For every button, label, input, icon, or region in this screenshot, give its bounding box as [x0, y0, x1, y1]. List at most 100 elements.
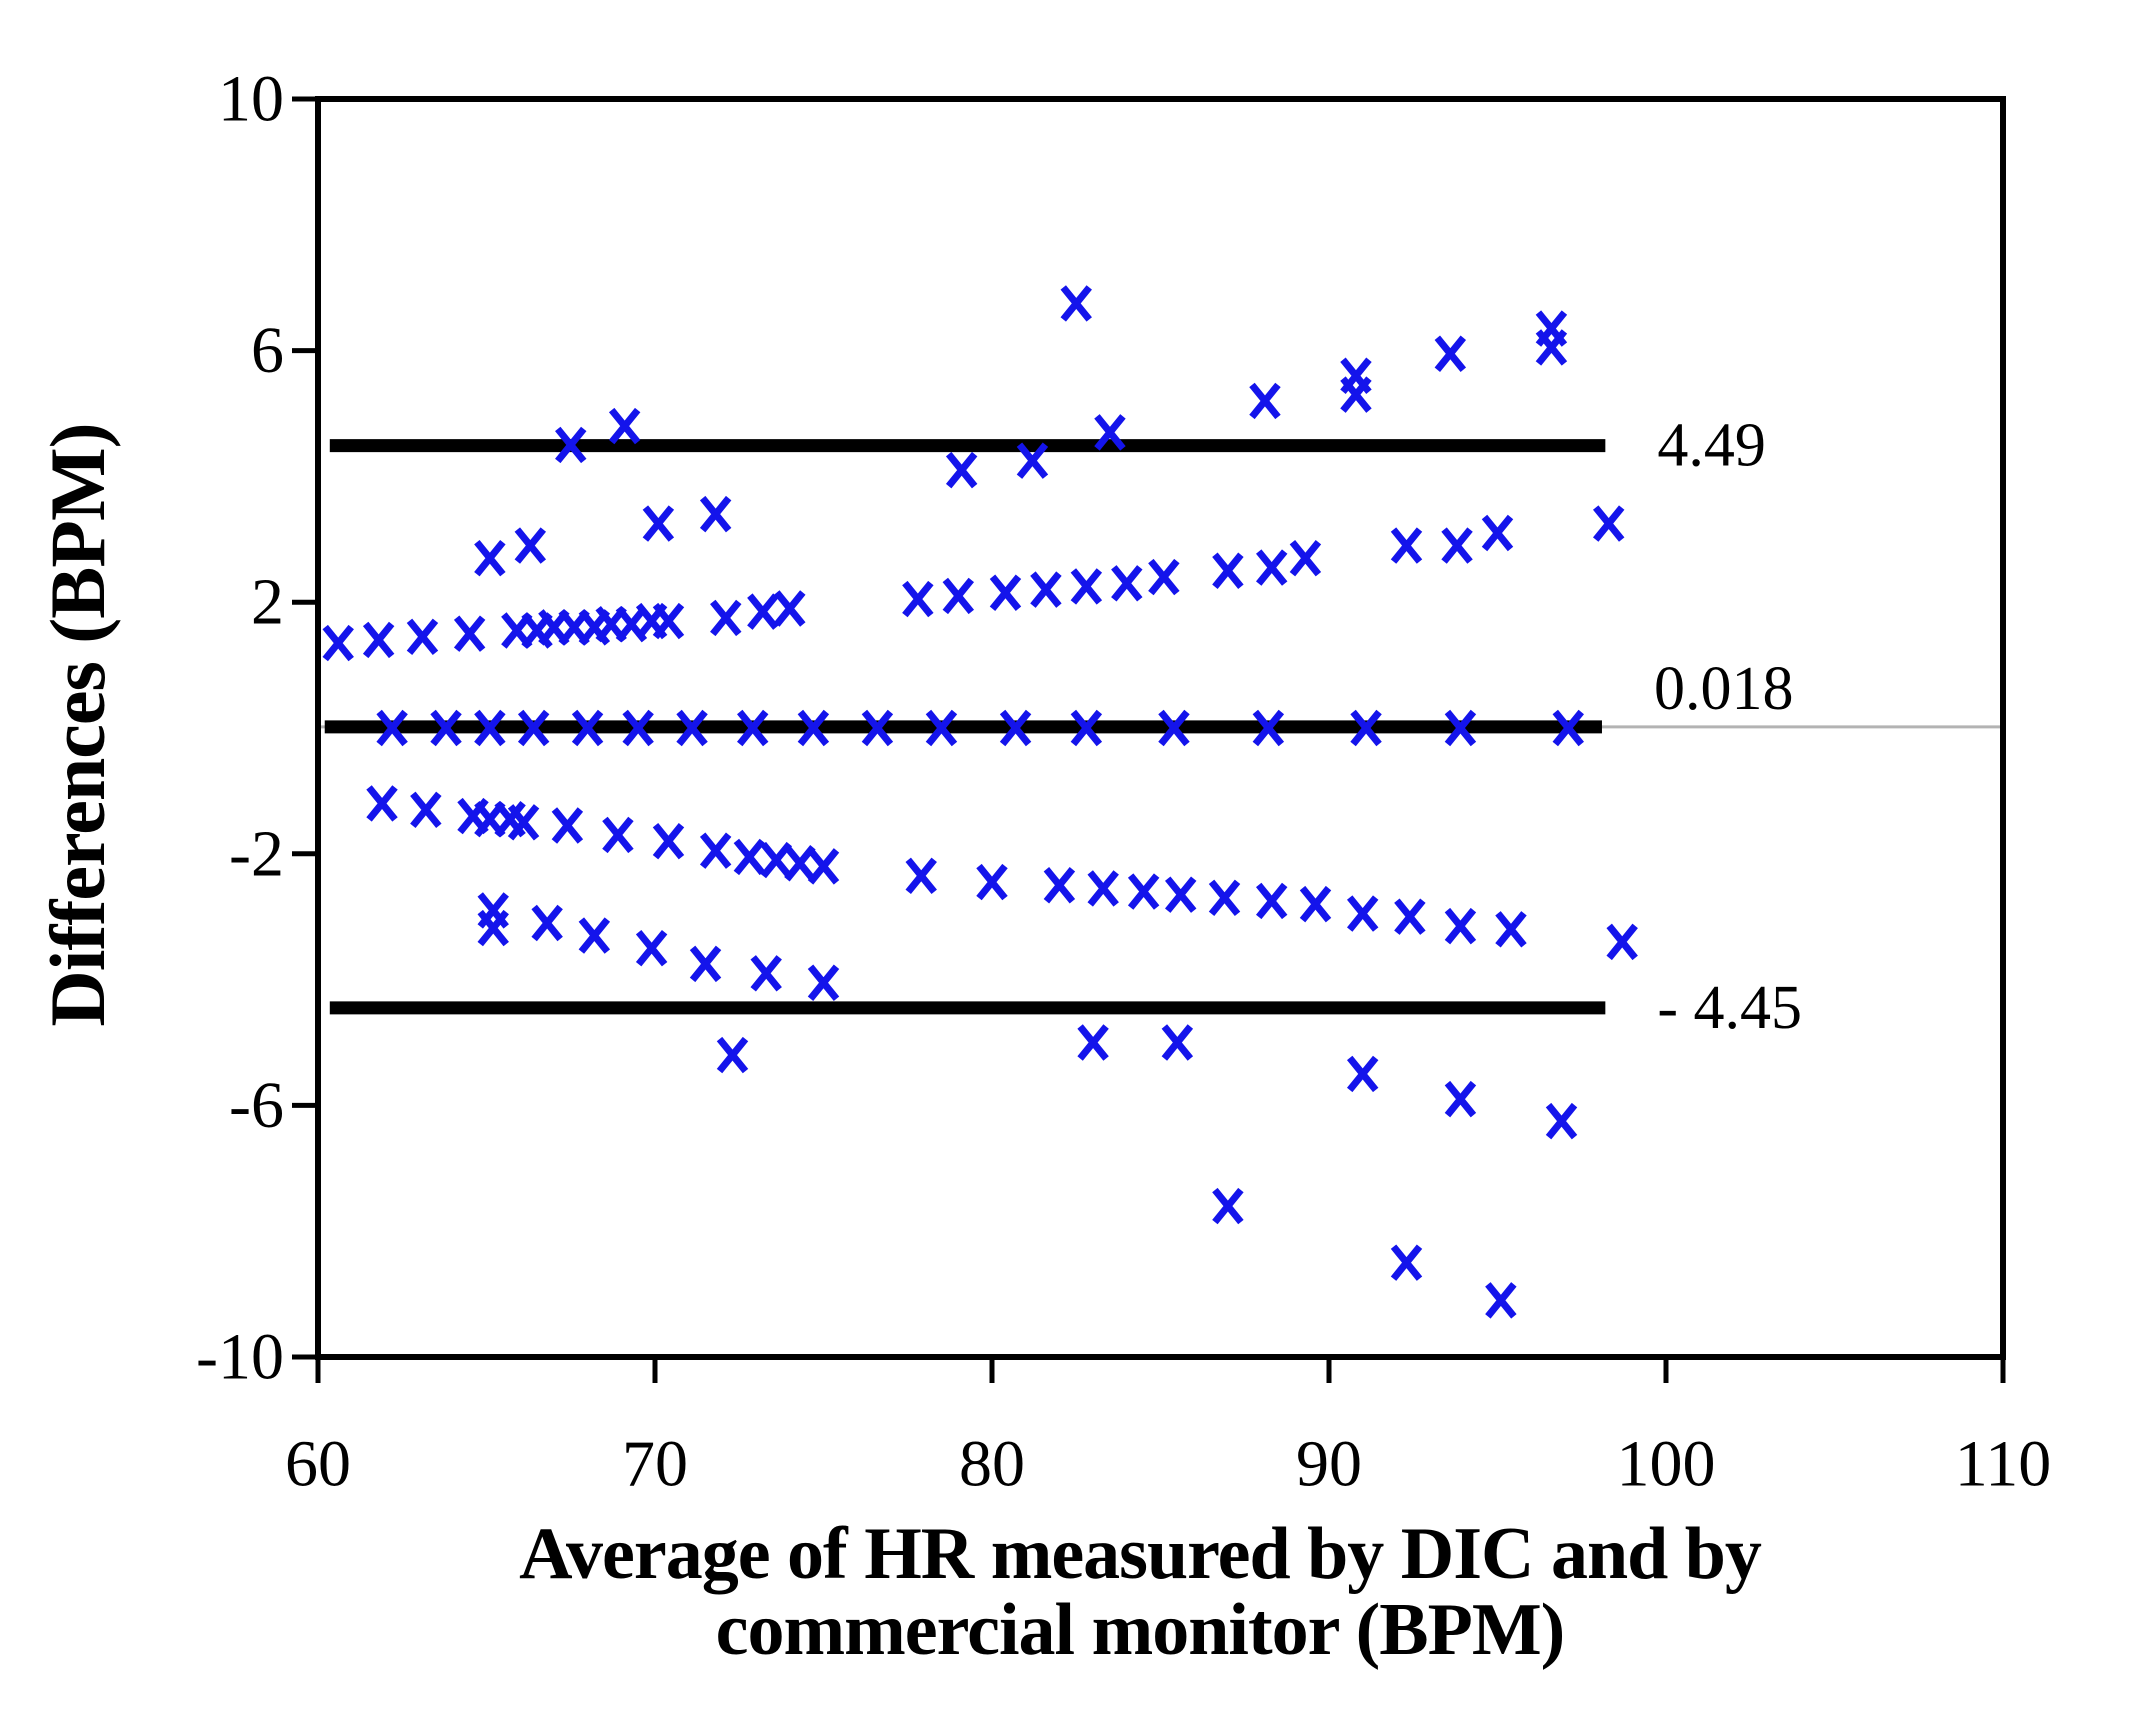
reference-line-label-2: - 4.45 — [1657, 974, 1802, 1042]
data-point-marker — [1148, 558, 1180, 596]
data-point-marker — [430, 709, 462, 747]
data-point-marker — [699, 832, 732, 869]
data-point-marker — [555, 426, 587, 464]
data-point-marker — [1070, 568, 1103, 605]
data-point-marker — [1495, 911, 1527, 948]
data-point-marker — [531, 904, 563, 942]
x-tick-label-80: 80 — [959, 1428, 1025, 1501]
data-point-marker — [925, 709, 958, 747]
data-point-marker — [942, 577, 975, 615]
y-tick-label--2: -2 — [229, 817, 284, 890]
data-point-marker — [622, 709, 654, 747]
data-point-marker — [1127, 873, 1160, 910]
x-axis-title-line1: Average of HR measured by DIC and by — [519, 1513, 1762, 1595]
data-point-marker — [1390, 527, 1423, 564]
data-point-marker — [699, 495, 732, 533]
data-point-marker — [1077, 1024, 1109, 1061]
data-point-marker — [1289, 539, 1322, 577]
data-point-marker — [1060, 285, 1092, 322]
data-point-marker — [551, 807, 584, 844]
plot-frame — [315, 96, 2006, 1360]
data-point-marker — [477, 909, 509, 947]
x-tick-label-90: 90 — [1296, 1428, 1362, 1501]
data-point-marker — [750, 955, 782, 992]
data-point-marker — [1255, 549, 1288, 586]
data-point-marker — [474, 709, 506, 747]
data-point-marker — [507, 804, 540, 841]
data-point-marker — [1606, 923, 1638, 961]
data-point-marker — [322, 624, 354, 662]
data-point-marker — [716, 1036, 749, 1074]
data-point-marker — [807, 964, 840, 1001]
y-tick-label-2: 2 — [251, 566, 284, 639]
x-tick-label-70: 70 — [622, 1428, 688, 1501]
data-point-marker — [642, 505, 675, 542]
data-point-marker — [1340, 376, 1372, 413]
data-point-marker — [1535, 329, 1568, 366]
data-point-marker — [989, 574, 1022, 611]
data-point-marker — [1111, 565, 1143, 602]
data-point-marker — [1016, 442, 1049, 479]
x-tick-label-60: 60 — [285, 1428, 351, 1501]
data-point-marker — [1444, 709, 1477, 747]
data-point-marker — [1394, 898, 1426, 935]
data-point-marker — [1441, 527, 1473, 564]
reference-line-label-1: 0.018 — [1654, 655, 1794, 723]
data-point-marker — [1346, 1055, 1379, 1093]
data-point-marker — [1299, 885, 1332, 923]
data-point-marker — [514, 527, 547, 564]
data-point-marker — [1087, 870, 1119, 907]
data-point-marker — [635, 929, 668, 967]
x-axis-title-line2: commercial monitor (BPM) — [715, 1589, 1566, 1671]
data-point-marker — [1208, 879, 1241, 917]
data-point-marker — [1481, 514, 1514, 552]
data-point-marker — [1094, 414, 1126, 451]
data-point-marker — [1485, 1282, 1517, 1319]
data-point-marker — [774, 590, 806, 627]
data-point-marker — [366, 785, 398, 822]
data-point-marker — [652, 602, 685, 640]
y-tick-label-10: 10 — [218, 63, 284, 136]
data-point-marker — [1346, 895, 1379, 932]
data-point-marker — [1212, 552, 1244, 589]
data-point-marker — [1165, 876, 1197, 913]
data-point-marker — [602, 816, 634, 854]
data-point-marker — [1592, 505, 1625, 542]
data-point-marker — [376, 709, 408, 747]
data-point-marker — [1043, 867, 1076, 904]
data-point-marker — [1255, 882, 1288, 920]
data-point-marker — [905, 857, 937, 895]
data-point-marker — [1545, 1102, 1578, 1140]
data-point-marker — [1158, 709, 1190, 747]
x-tick-label-110: 110 — [1955, 1428, 2052, 1501]
y-tick-label--10: -10 — [196, 1321, 284, 1394]
data-point-marker — [797, 709, 830, 747]
data-point-marker — [747, 593, 779, 630]
data-point-marker — [571, 709, 604, 747]
data-point-marker — [710, 599, 742, 637]
data-point-marker — [652, 823, 685, 860]
data-point-marker — [1434, 335, 1467, 372]
data-point-marker — [453, 615, 486, 652]
data-point-marker — [861, 709, 894, 747]
data-point-marker — [362, 621, 395, 659]
data-point-marker — [737, 709, 769, 747]
x-tick-label-100: 100 — [1617, 1428, 1716, 1501]
data-point-marker — [406, 618, 439, 656]
data-point-marker — [902, 580, 934, 618]
data-point-marker — [976, 863, 1008, 901]
y-tick-label--6: -6 — [229, 1069, 284, 1142]
data-point-marker — [1030, 571, 1062, 608]
reference-line-label-0: 4.49 — [1657, 412, 1766, 480]
data-point-marker — [1249, 382, 1281, 420]
data-point-marker — [689, 945, 722, 983]
data-point-marker — [1070, 709, 1103, 747]
data-point-marker — [945, 451, 978, 489]
data-point-marker — [1161, 1024, 1194, 1061]
data-point-marker — [733, 838, 766, 876]
data-point-marker — [474, 539, 506, 577]
data-point-marker — [410, 791, 442, 828]
data-point-marker — [517, 709, 550, 747]
data-point-marker — [1444, 1080, 1477, 1118]
